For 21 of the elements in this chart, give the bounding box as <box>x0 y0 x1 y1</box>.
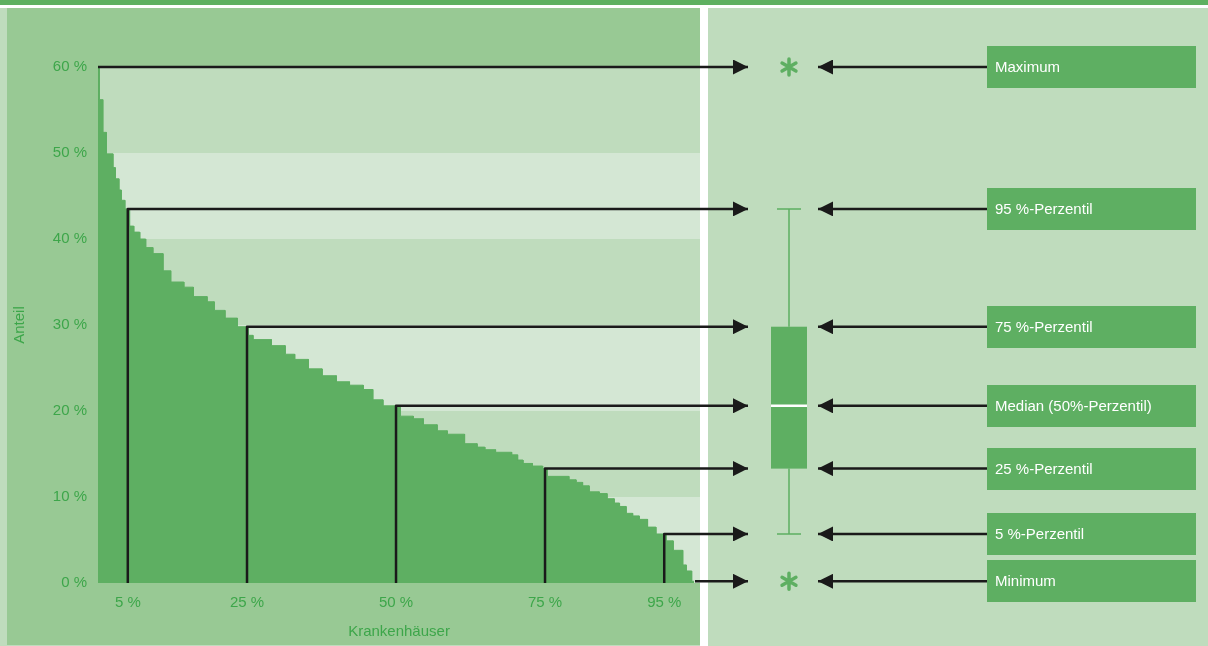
y-axis-title: Anteil <box>10 306 28 344</box>
y-tick-label: 30 % <box>52 315 87 333</box>
x-tick-label: 95 % <box>647 593 682 611</box>
y-tick-label: 60 % <box>52 57 87 75</box>
x-tick-label: 25 % <box>229 593 265 611</box>
y-tick-label: 40 % <box>52 229 87 247</box>
x-axis-title: Krankenhäuser <box>348 622 450 640</box>
text: 95 %-Perzentil <box>987 187 1196 230</box>
text: 5 %-Perzentil <box>987 512 1196 555</box>
x-tick-label: 75 % <box>527 593 563 611</box>
y-tick-label: 10 % <box>52 487 87 505</box>
y-tick-label: 0 % <box>61 573 87 591</box>
y-tick-label: 20 % <box>52 401 87 419</box>
text: Minimum <box>987 560 1196 603</box>
y-tick-label: 50 % <box>52 143 87 161</box>
x-tick-label: 5 % <box>114 593 141 611</box>
text: 75 %-Perzentil <box>987 305 1196 348</box>
text: Median (50%-Perzentil) <box>987 384 1196 427</box>
x-tick-label: 50 % <box>378 593 414 611</box>
text: Maximum <box>987 46 1196 88</box>
text: 25 %-Perzentil <box>987 447 1196 490</box>
